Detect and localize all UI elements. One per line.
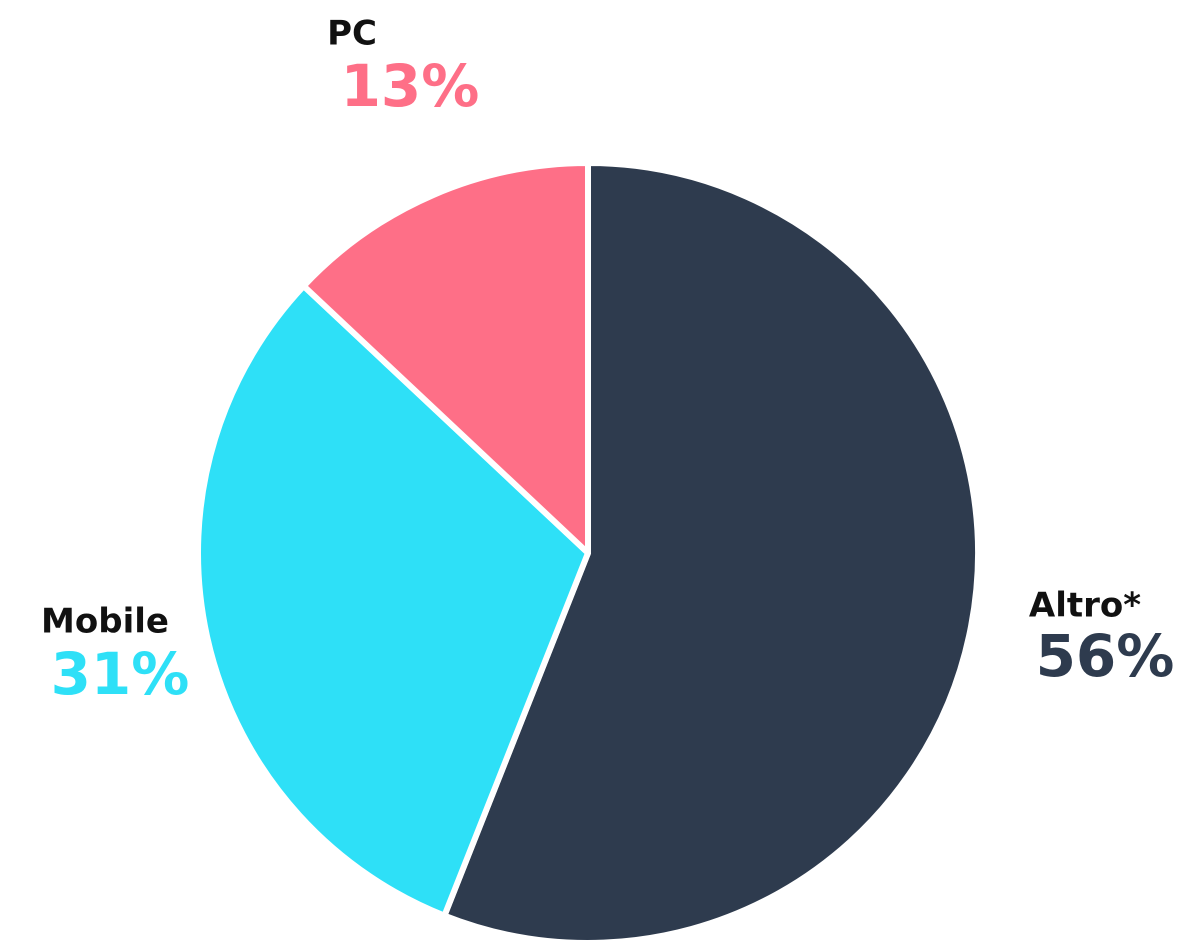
slice-name: PC [327, 14, 377, 54]
slice-value-label: 31% [51, 640, 190, 708]
slice-name: Mobile [41, 602, 169, 642]
pie-slice [300, 160, 591, 556]
slice-name: Altro* [1029, 586, 1141, 626]
slice-value-label: 56% [1036, 622, 1175, 690]
pie-slice [441, 160, 981, 942]
slice-value-label: 13% [341, 52, 480, 120]
pie-slice [195, 283, 591, 919]
